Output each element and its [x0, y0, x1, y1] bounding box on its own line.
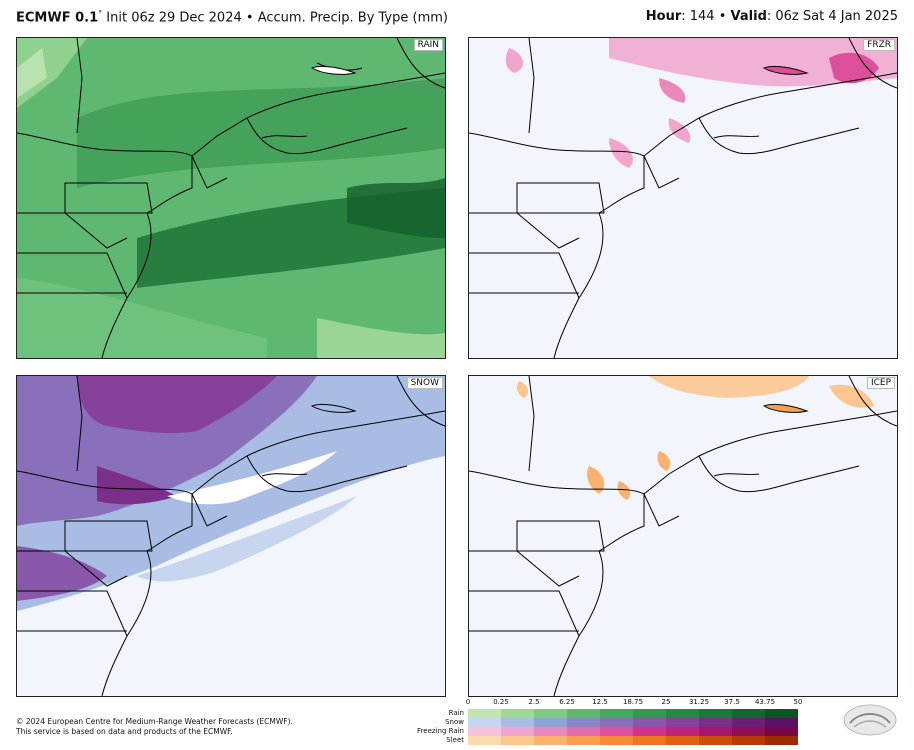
- legend-swatch: [765, 718, 798, 727]
- legend-swatch: [633, 709, 666, 718]
- legend-row-name: Rain: [448, 709, 464, 717]
- legend-swatch: [699, 718, 732, 727]
- legend-swatch: [666, 709, 699, 718]
- weatherbell-logo: [843, 704, 897, 736]
- frzr-label: FRZR: [863, 39, 895, 51]
- legend-swatch: [468, 727, 501, 736]
- legend-swatch: [699, 709, 732, 718]
- snow-map: [17, 376, 445, 696]
- legend-swatch: [534, 727, 567, 736]
- map-title: ECMWF 0.1° Init 06z 29 Dec 2024 • Accum.…: [16, 9, 448, 26]
- legend-swatch: [765, 736, 798, 745]
- icep-label: ICEP: [866, 377, 895, 389]
- legend-swatch: [501, 718, 534, 727]
- legend-tick: 12.5: [592, 698, 608, 706]
- legend-swatch: [732, 709, 765, 718]
- legend-swatch: [732, 727, 765, 736]
- valid-time: Hour: 144 • Valid: 06z Sat 4 Jan 2025: [645, 9, 898, 24]
- legend-row: Sleet: [420, 736, 840, 745]
- rain-label: RAIN: [413, 39, 443, 51]
- legend-swatch: [633, 718, 666, 727]
- legend-tick: 37.5: [724, 698, 740, 706]
- valid-date: : 06z Sat 4 Jan 2025: [766, 9, 898, 24]
- legend-color-bar: [468, 718, 798, 727]
- legend-color-bar: [468, 736, 798, 745]
- legend-swatch: [468, 736, 501, 745]
- legend-tick: 50: [793, 698, 803, 706]
- legend-swatch: [765, 709, 798, 718]
- legend-swatch: [567, 718, 600, 727]
- legend-ticks: 0 0.25 2.5 6.25 12.5 18.75 25 31.25 37.5 43.75 50: [465, 698, 803, 708]
- icep-panel: ICEP: [468, 375, 898, 697]
- legend-tick: 43.75: [754, 698, 776, 706]
- legend-tick: 18.75: [622, 698, 644, 706]
- legend-row-name: Snow: [445, 718, 464, 726]
- legend-tick: 0: [465, 698, 471, 706]
- rain-map: [17, 38, 445, 358]
- legend-swatch: [468, 718, 501, 727]
- legend-swatch: [501, 736, 534, 745]
- legend-swatch: [732, 736, 765, 745]
- legend-swatch: [666, 736, 699, 745]
- legend-swatch: [600, 727, 633, 736]
- legend-swatch: [699, 736, 732, 745]
- forecast-hour: : 144: [681, 9, 715, 24]
- legend-tick: 25: [661, 698, 671, 706]
- legend-swatch: [600, 718, 633, 727]
- legend-tick: 6.25: [559, 698, 575, 706]
- snow-panel: SNOW: [16, 375, 446, 697]
- legend-row: Rain: [420, 709, 840, 718]
- model-name: ECMWF 0.1: [16, 10, 99, 26]
- legend-tick: 2.5: [528, 698, 540, 706]
- legend-swatch: [567, 709, 600, 718]
- icep-map: [469, 376, 897, 696]
- legend-swatch: [699, 727, 732, 736]
- legend-swatch: [600, 709, 633, 718]
- legend-swatch: [567, 736, 600, 745]
- legend-swatch: [534, 718, 567, 727]
- legend-swatch: [501, 709, 534, 718]
- frzr-panel: FRZR: [468, 37, 898, 359]
- legend-swatch: [600, 736, 633, 745]
- legend-swatch: [666, 718, 699, 727]
- precip-legend: 0 0.25 2.5 6.25 12.5 18.75 25 31.25 37.5 43.75 50 …: [417, 698, 840, 748]
- legend-swatch: [666, 727, 699, 736]
- legend-color-bar: [468, 709, 798, 718]
- legend-swatch: [732, 718, 765, 727]
- legend-swatch: [633, 736, 666, 745]
- legend-row: Freezing Rain: [417, 727, 840, 736]
- copyright-notice: © 2024 European Centre for Medium-Range …: [16, 717, 293, 736]
- product-name: Accum. Precip. By Type (mm): [257, 10, 448, 26]
- legend-swatch: [765, 727, 798, 736]
- legend-swatch: [567, 727, 600, 736]
- legend-swatch: [501, 727, 534, 736]
- legend-swatch: [534, 736, 567, 745]
- legend-swatch: [468, 709, 501, 718]
- legend-color-bar: [468, 727, 798, 736]
- frzr-map: [469, 38, 897, 358]
- legend-swatch: [534, 709, 567, 718]
- legend-row: Snow: [420, 718, 840, 727]
- rain-panel: RAIN: [16, 37, 446, 359]
- legend-tick: 0.25: [493, 698, 509, 706]
- legend-row-name: Sleet: [446, 736, 464, 744]
- init-time: Init 06z 29 Dec 2024: [106, 10, 242, 26]
- legend-tick: 31.25: [688, 698, 710, 706]
- snow-label: SNOW: [406, 377, 443, 389]
- legend-row-name: Freezing Rain: [417, 727, 464, 735]
- legend-swatch: [633, 727, 666, 736]
